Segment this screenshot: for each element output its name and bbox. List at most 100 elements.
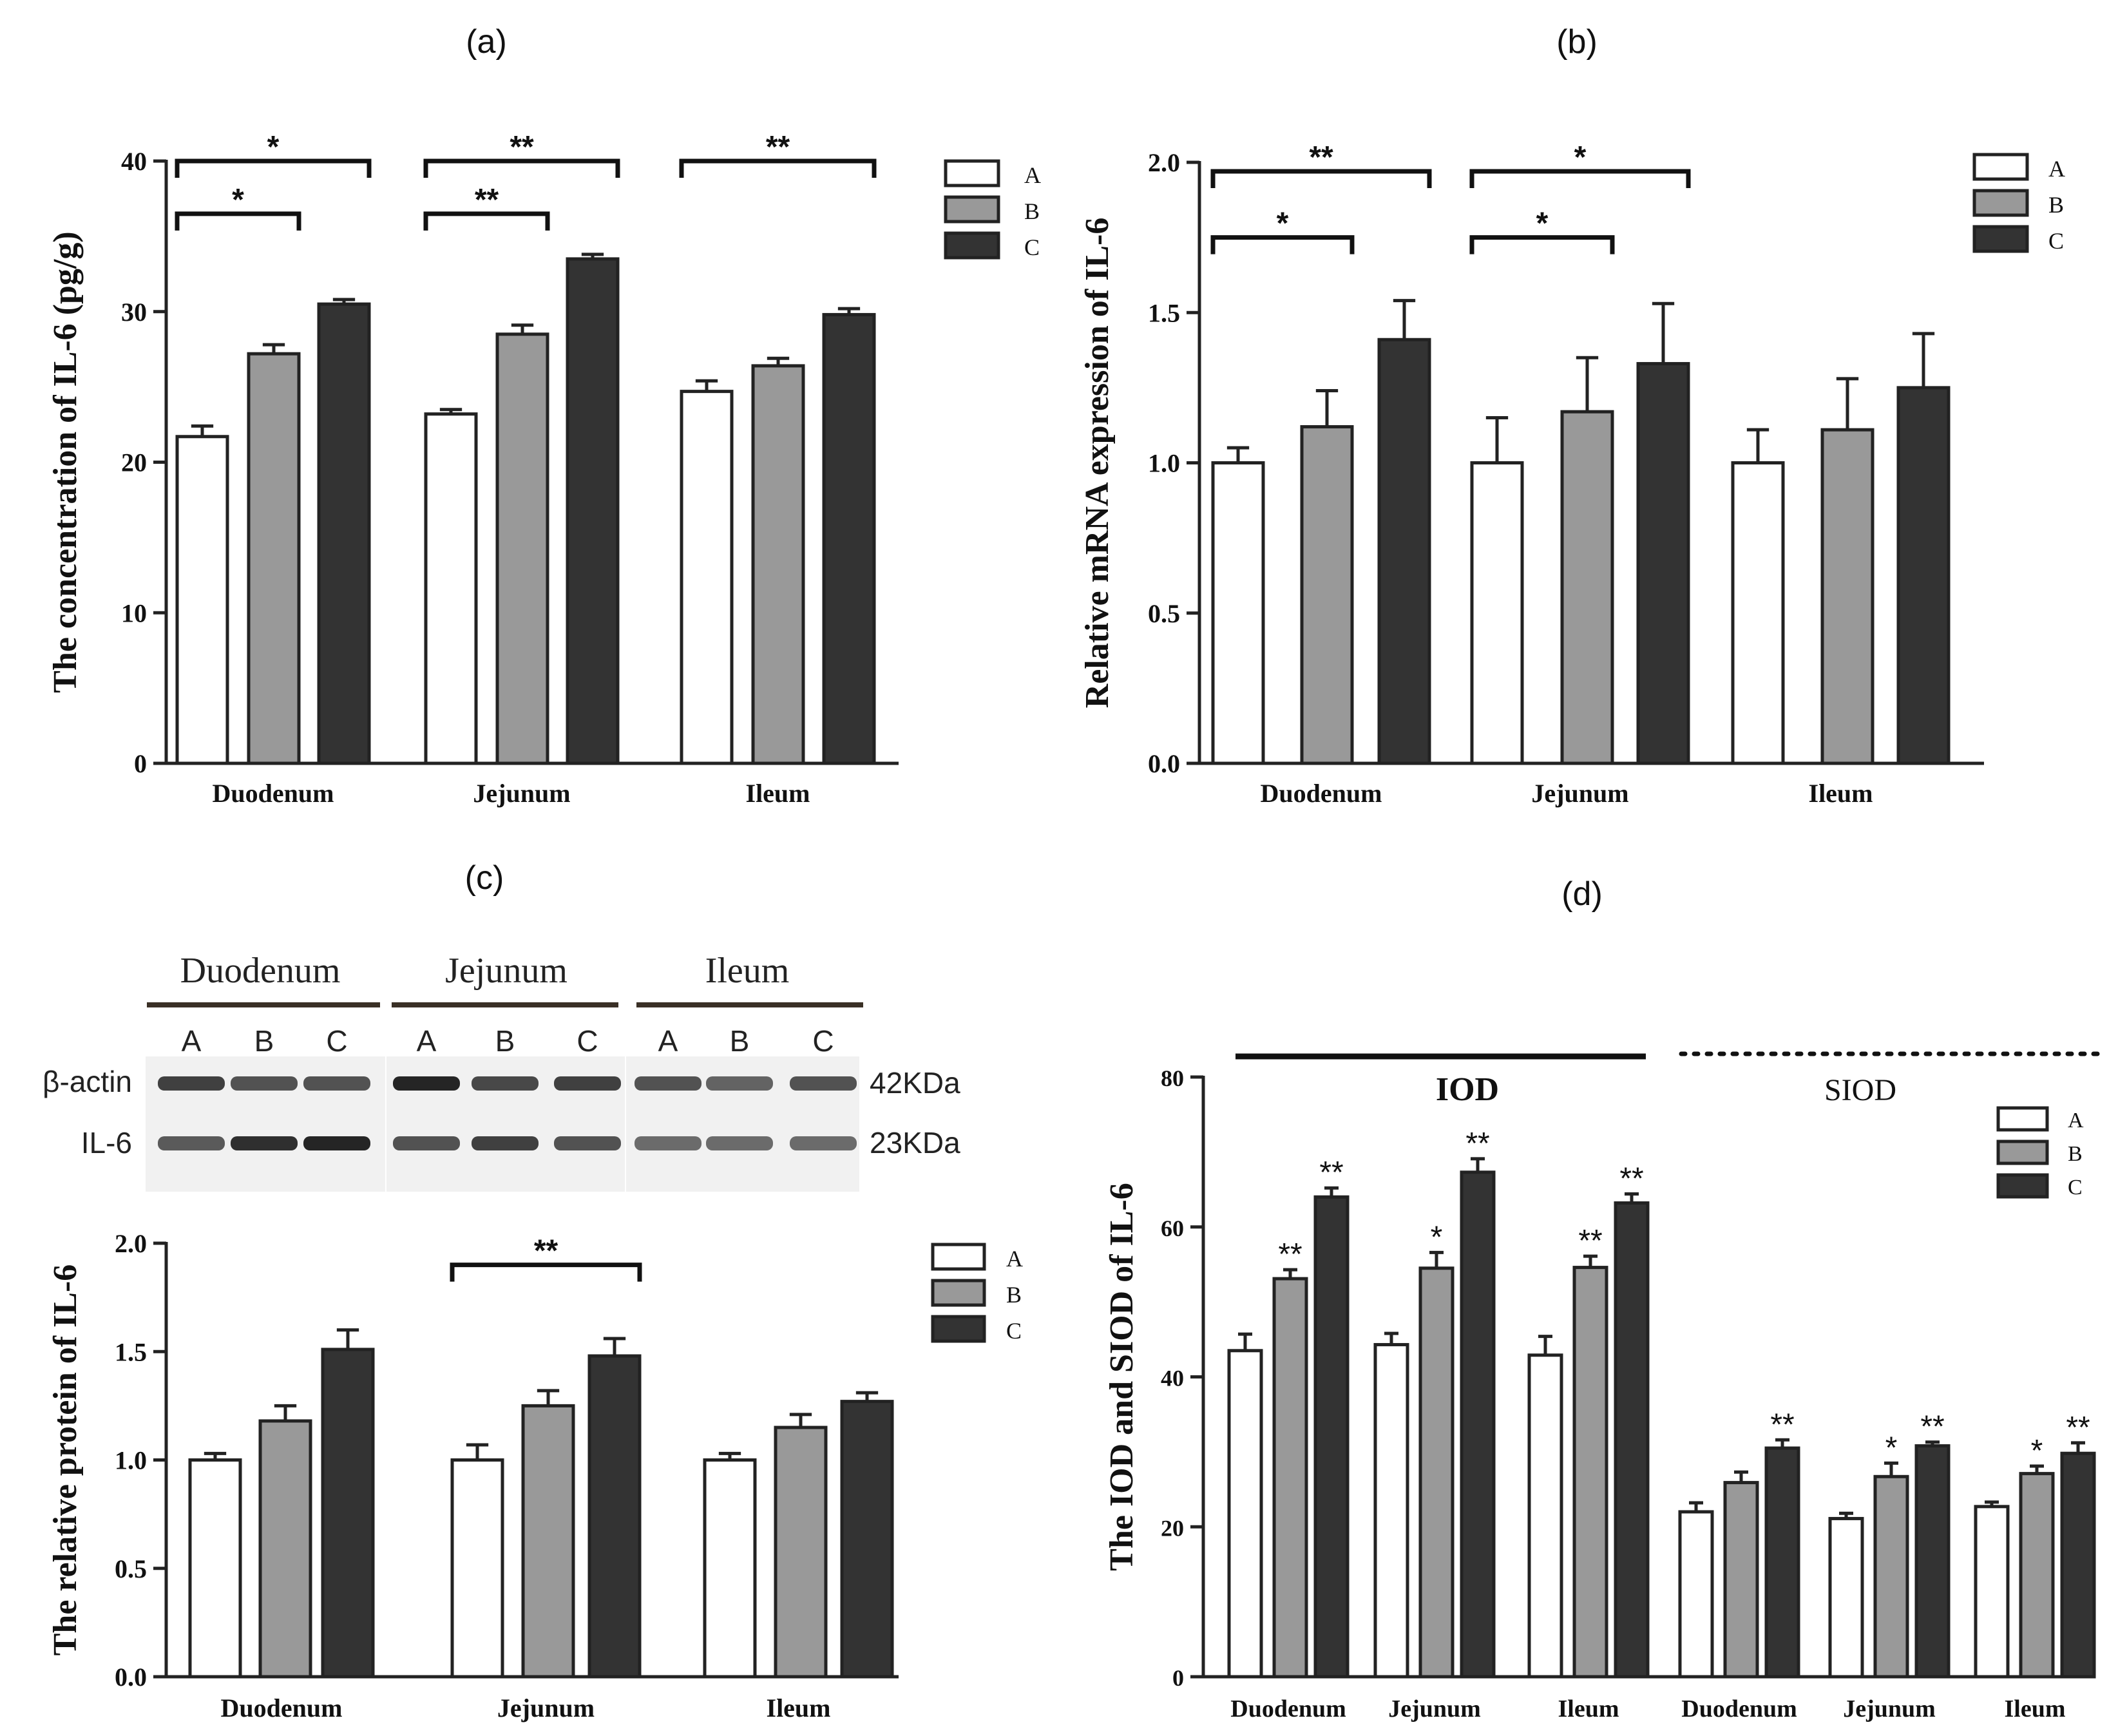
- blot-tissue-label: Duodenum: [180, 951, 341, 991]
- significance-bracket: [175, 211, 301, 231]
- bar-C: [321, 1348, 375, 1679]
- y-tick-label: 20: [1161, 1515, 1184, 1541]
- bar-A: [1731, 461, 1785, 765]
- legend-swatch-A: [931, 1243, 986, 1271]
- significance-label: *: [232, 183, 244, 217]
- category-label: Ileum: [746, 779, 810, 808]
- bar-A: [188, 1458, 242, 1679]
- bar-A: [703, 1458, 757, 1679]
- section-label: SIOD: [1824, 1073, 1896, 1107]
- bar-B: [521, 1404, 575, 1679]
- category-label: Ileum: [1558, 1695, 1619, 1722]
- blot-band: [706, 1076, 773, 1091]
- blot-band: [393, 1136, 460, 1150]
- significance-label: **: [766, 130, 790, 164]
- y-tick-label: 1.0: [115, 1446, 147, 1475]
- y-tick-label: 0: [1172, 1665, 1184, 1691]
- bar-C: [1460, 1170, 1496, 1679]
- legend-swatch-A: [1972, 153, 2029, 181]
- y-tick-label: 2.0: [115, 1229, 147, 1258]
- y-tick-label: 80: [1161, 1065, 1184, 1091]
- y-tick-label: 1.5: [1148, 298, 1180, 327]
- bar-C: [1914, 1444, 1951, 1679]
- y-tick-label: 1.0: [1148, 449, 1180, 478]
- bar-A: [1211, 461, 1265, 765]
- y-axis-label: The concentration of IL-6 (pg/g): [47, 231, 84, 692]
- category-label: Ileum: [2005, 1695, 2066, 1722]
- significance-bracket: [423, 211, 550, 231]
- blot-size-label: 42KDa: [870, 1066, 960, 1100]
- legend-swatch-B: [1996, 1140, 2049, 1165]
- blot-band: [706, 1136, 773, 1150]
- y-tick-label: 30: [121, 298, 147, 327]
- bar-A: [1678, 1510, 1714, 1679]
- legend-swatch-A: [944, 159, 1000, 187]
- bar-B: [1820, 428, 1875, 765]
- bar-C: [1313, 1195, 1350, 1679]
- bar-B: [1560, 410, 1614, 765]
- legend-label-C: C: [2068, 1176, 2083, 1199]
- blot-band: [231, 1076, 298, 1091]
- legend-label-C: C: [1024, 234, 1040, 260]
- significance-label: *: [1536, 207, 1549, 241]
- bar-B: [774, 1426, 828, 1679]
- panel-b: (b) 0.0 0.5 1.0 1.5 2.0 Relative mRNA expressi…: [1079, 23, 2065, 808]
- legend-label-B: B: [1006, 1282, 1022, 1308]
- blot-band: [634, 1136, 701, 1150]
- y-tick-label: 1.5: [115, 1337, 147, 1366]
- significance-label: **: [2066, 1411, 2090, 1445]
- bar-C: [822, 312, 876, 765]
- significance-label: **: [1770, 1407, 1794, 1442]
- y-tick-label: 40: [1161, 1366, 1184, 1391]
- panel-c: (c) 0.0 0.5 1.0 1.5 2.0 The relative protein o…: [47, 859, 1023, 1722]
- legend-label-B: B: [1024, 198, 1040, 224]
- legend-swatch-C: [944, 231, 1000, 260]
- legend-swatch-B: [944, 195, 1000, 224]
- legend-swatch-C: [1972, 225, 2029, 253]
- y-tick-label: 0.0: [115, 1663, 147, 1692]
- legend-swatch-B: [931, 1279, 986, 1307]
- category-label: Ileum: [1809, 779, 1873, 808]
- bar-B: [1418, 1266, 1455, 1679]
- blot-lane-label: B: [495, 1024, 515, 1058]
- category-label: Duodenum: [1681, 1695, 1797, 1722]
- blot-lane-label: A: [417, 1024, 437, 1058]
- significance-bracket: [1469, 169, 1691, 188]
- blot-band: [158, 1136, 225, 1150]
- category-label: Duodenum: [1230, 1695, 1346, 1722]
- blot-band: [554, 1136, 621, 1150]
- y-axis-label: The relative protein of IL-6: [47, 1264, 84, 1656]
- significance-bracket: [1469, 235, 1615, 254]
- y-tick-label: 0.0: [1148, 749, 1180, 778]
- y-tick-label: 20: [121, 448, 147, 477]
- bar-C: [317, 302, 371, 765]
- y-tick-label: 60: [1161, 1216, 1184, 1241]
- bar-C: [1764, 1446, 1800, 1679]
- significance-bracket: [1210, 169, 1432, 188]
- category-label: Jejunum: [1531, 779, 1628, 808]
- panel-title: (d): [1561, 875, 1603, 913]
- blot-lane-label: A: [658, 1024, 678, 1058]
- bar-B: [1723, 1481, 1759, 1679]
- significance-label: **: [510, 130, 534, 164]
- blot-lane-label: C: [812, 1024, 834, 1058]
- blot-band: [158, 1076, 225, 1091]
- bar-C: [1377, 338, 1431, 765]
- bar-A: [1527, 1353, 1563, 1679]
- bar-B: [1272, 1277, 1308, 1679]
- bar-B: [1572, 1266, 1608, 1679]
- legend-label-A: A: [2068, 1109, 2084, 1132]
- bar-C: [566, 257, 620, 765]
- blot-row-label: β-actin: [43, 1065, 132, 1098]
- significance-bracket: [423, 158, 620, 178]
- category-label: Ileum: [767, 1693, 831, 1722]
- legend-swatch-C: [1996, 1173, 2049, 1199]
- y-tick-label: 0.5: [1148, 599, 1180, 628]
- y-axis-label: The IOD and SIOD of IL-6: [1103, 1183, 1140, 1570]
- legend-label-B: B: [2048, 192, 2064, 218]
- panel-title: (b): [1556, 23, 1598, 61]
- legend-label-C: C: [1006, 1318, 1022, 1344]
- significance-label: **: [1309, 140, 1333, 175]
